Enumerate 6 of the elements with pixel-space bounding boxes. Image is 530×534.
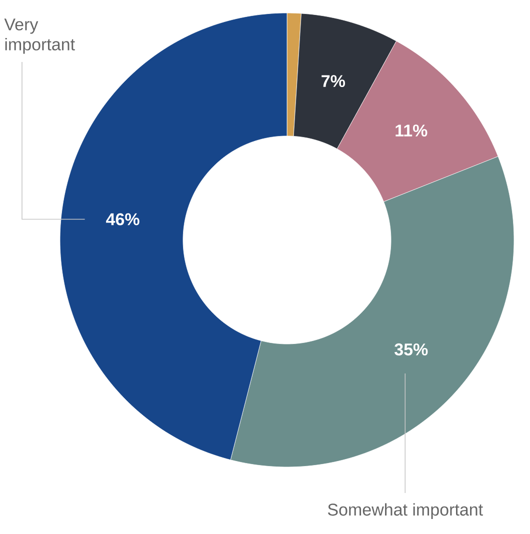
data-label: 46%: [106, 213, 140, 226]
data-label: 11%: [396, 124, 428, 137]
slice-label: Very important: [4, 18, 75, 54]
slice-label: Somewhat important: [328, 503, 483, 520]
data-label: 35%: [394, 343, 428, 356]
data-label: 7%: [322, 75, 346, 88]
